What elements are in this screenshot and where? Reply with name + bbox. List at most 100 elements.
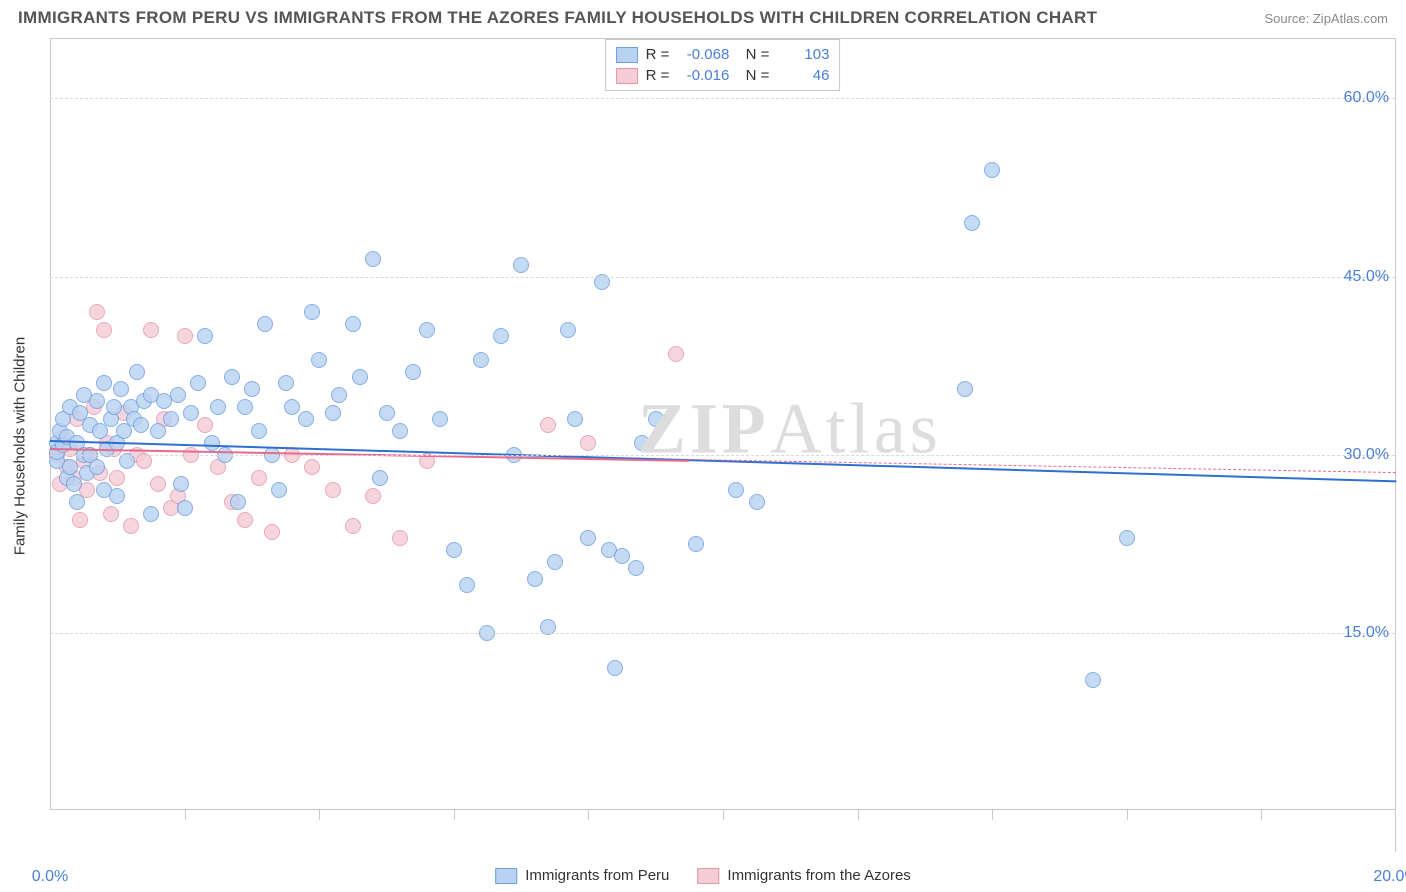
legend-swatch — [697, 868, 719, 884]
data-point — [580, 530, 596, 546]
stats-row: R =-0.068 N =103 — [616, 44, 830, 65]
data-point — [749, 494, 765, 510]
stat-n-value: 103 — [777, 46, 829, 63]
data-point — [62, 459, 78, 475]
x-tick — [723, 810, 724, 820]
data-point — [251, 423, 267, 439]
data-point — [109, 470, 125, 486]
data-point — [210, 399, 226, 415]
data-point — [304, 459, 320, 475]
y-tick-label: 30.0% — [1344, 446, 1389, 464]
x-tick — [1127, 810, 1128, 820]
data-point — [96, 375, 112, 391]
y-tick-label: 15.0% — [1344, 624, 1389, 642]
data-point — [345, 316, 361, 332]
gridline — [50, 98, 1395, 99]
data-point — [728, 482, 744, 498]
data-point — [96, 322, 112, 338]
data-point — [984, 162, 1000, 178]
data-point — [143, 506, 159, 522]
data-point — [251, 470, 267, 486]
data-point — [352, 369, 368, 385]
data-point — [372, 470, 388, 486]
x-tick — [454, 810, 455, 820]
data-point — [244, 381, 260, 397]
x-tick — [588, 810, 589, 820]
data-point — [173, 476, 189, 492]
data-point — [419, 322, 435, 338]
data-point — [365, 488, 381, 504]
chart-title: IMMIGRANTS FROM PERU VS IMMIGRANTS FROM … — [18, 8, 1097, 28]
x-tick — [858, 810, 859, 820]
stat-r-label: R = — [646, 46, 670, 63]
data-point — [177, 500, 193, 516]
y-axis-label: Family Households with Children — [12, 336, 29, 554]
data-point — [493, 328, 509, 344]
data-point — [284, 399, 300, 415]
stats-row: R =-0.016 N =46 — [616, 65, 830, 86]
data-point — [72, 512, 88, 528]
data-point — [109, 488, 125, 504]
data-point — [513, 257, 529, 273]
data-point — [365, 251, 381, 267]
x-tick — [1261, 810, 1262, 820]
data-point — [89, 393, 105, 409]
gridline — [50, 277, 1395, 278]
stat-n-label: N = — [737, 67, 769, 84]
data-point — [177, 328, 193, 344]
data-point — [331, 387, 347, 403]
data-point — [183, 405, 199, 421]
data-point — [446, 542, 462, 558]
legend-label: Immigrants from Peru — [525, 867, 669, 884]
data-point — [1119, 530, 1135, 546]
data-point — [170, 387, 186, 403]
data-point — [123, 518, 139, 534]
plot-area — [50, 39, 1395, 852]
stat-r-value: -0.016 — [677, 67, 729, 84]
data-point — [106, 399, 122, 415]
legend-swatch — [616, 47, 638, 63]
data-point — [392, 423, 408, 439]
data-point — [237, 399, 253, 415]
data-point — [325, 482, 341, 498]
data-point — [150, 423, 166, 439]
data-point — [143, 322, 159, 338]
stat-r-value: -0.068 — [677, 46, 729, 63]
data-point — [634, 435, 650, 451]
data-point — [197, 328, 213, 344]
x-tick-label: 20.0% — [1373, 868, 1406, 886]
data-point — [304, 304, 320, 320]
data-point — [540, 417, 556, 433]
chart-container: Family Households with Children ZIPAtlas… — [50, 38, 1396, 852]
data-point — [957, 381, 973, 397]
data-point — [271, 482, 287, 498]
legend-swatch — [495, 868, 517, 884]
data-point — [113, 381, 129, 397]
data-point — [527, 571, 543, 587]
data-point — [89, 304, 105, 320]
gridline — [50, 455, 1395, 456]
data-point — [405, 364, 421, 380]
data-point — [473, 352, 489, 368]
data-point — [204, 435, 220, 451]
data-point — [964, 215, 980, 231]
stat-n-value: 46 — [777, 67, 829, 84]
x-tick — [992, 810, 993, 820]
data-point — [298, 411, 314, 427]
data-point — [311, 352, 327, 368]
x-tick — [185, 810, 186, 820]
y-tick-label: 45.0% — [1344, 268, 1389, 286]
data-point — [345, 518, 361, 534]
source-label: Source: ZipAtlas.com — [1264, 11, 1388, 26]
legend-swatch — [616, 68, 638, 84]
legend-item: Immigrants from Peru — [495, 867, 669, 884]
data-point — [129, 364, 145, 380]
y-tick-label: 60.0% — [1344, 89, 1389, 107]
data-point — [190, 375, 206, 391]
gridline — [50, 633, 1395, 634]
data-point — [237, 512, 253, 528]
data-point — [648, 411, 664, 427]
x-tick — [319, 810, 320, 820]
data-point — [230, 494, 246, 510]
data-point — [379, 405, 395, 421]
